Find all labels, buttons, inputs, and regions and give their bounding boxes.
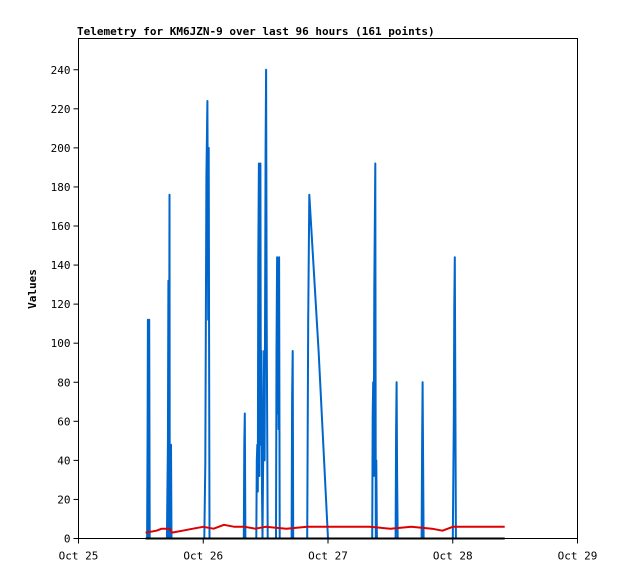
y-tick-label: 60 bbox=[57, 415, 70, 428]
plot-frame bbox=[78, 38, 578, 539]
x-tick-label: Oct 27 bbox=[308, 550, 348, 563]
y-tick-label: 0 bbox=[64, 533, 71, 546]
y-axis-label: Values bbox=[26, 269, 39, 309]
y-tick-label: 40 bbox=[57, 454, 70, 467]
y-tick-label: 160 bbox=[51, 220, 71, 233]
y-tick-label: 100 bbox=[51, 337, 71, 350]
x-axis: Oct 25 Oct 26 Oct 27 Oct 28 Oct 29 bbox=[59, 538, 598, 563]
chart-title: Telemetry for KM6JZN-9 over last 96 hour… bbox=[77, 25, 435, 38]
y-tick-label: 240 bbox=[51, 64, 71, 77]
x-tick-label: Oct 25 bbox=[59, 550, 99, 563]
x-tick-label: Oct 28 bbox=[433, 550, 473, 563]
y-tick-label: 220 bbox=[51, 103, 71, 116]
x-tick-label: Oct 29 bbox=[558, 550, 598, 563]
series-line-2 bbox=[145, 523, 505, 534]
series-layer bbox=[145, 68, 505, 540]
y-tick-label: 120 bbox=[51, 298, 71, 311]
y-tick-label: 20 bbox=[57, 493, 70, 506]
y-axis: 0 20 40 60 80 100 120 140 160 180 200 220 240 bbox=[51, 64, 79, 546]
y-tick-label: 180 bbox=[51, 181, 71, 194]
y-tick-label: 140 bbox=[51, 259, 71, 272]
x-tick-label: Oct 26 bbox=[183, 550, 223, 563]
series-line-1 bbox=[146, 68, 457, 540]
y-tick-label: 200 bbox=[51, 142, 71, 155]
y-tick-label: 80 bbox=[57, 376, 70, 389]
